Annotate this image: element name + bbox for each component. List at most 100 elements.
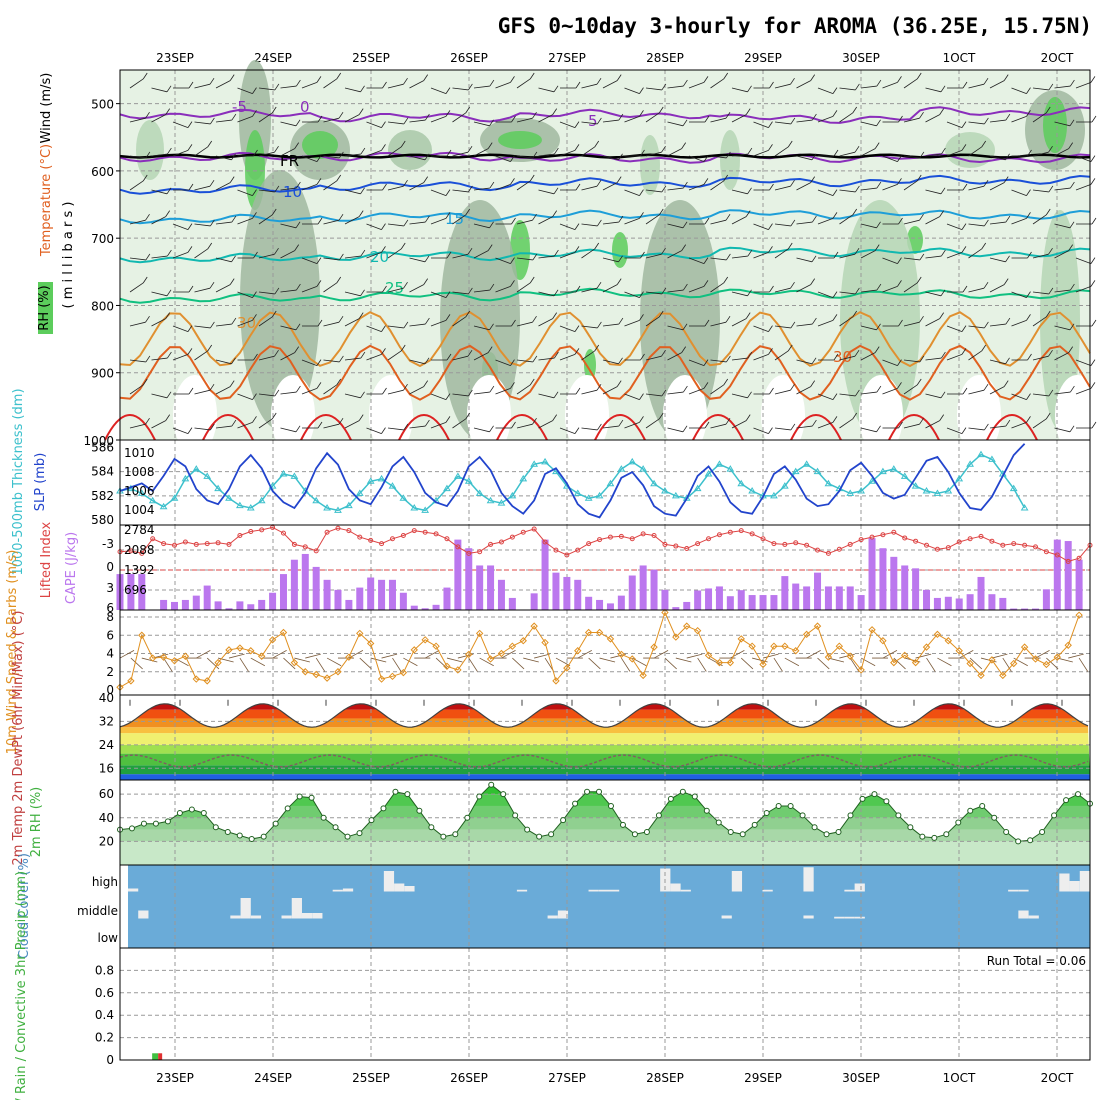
wind-barb xyxy=(968,185,985,191)
wind-barb-flag xyxy=(187,121,193,128)
middle-cloud-bar xyxy=(230,915,241,919)
wind-barb-flag xyxy=(661,83,667,91)
wind-barb-flag xyxy=(787,140,793,148)
wind-barb xyxy=(989,284,1005,293)
wind-barb xyxy=(495,183,511,191)
wind-barb xyxy=(925,114,940,123)
wind-barb-flag xyxy=(425,215,430,223)
wind-barb-flag xyxy=(165,108,171,115)
wind-barb-flag xyxy=(252,416,257,423)
temp-band xyxy=(120,765,1090,775)
wind-marker xyxy=(203,677,211,685)
temp-tick: 24 xyxy=(99,738,114,752)
wind-barb xyxy=(387,121,404,125)
wind-barb xyxy=(710,257,727,261)
wind-barb-flag xyxy=(639,110,644,117)
wind-barb xyxy=(237,319,253,327)
wind-barb-flag xyxy=(403,281,408,289)
surface-barb xyxy=(969,657,983,670)
wind-marker xyxy=(966,659,974,668)
wind-barb-flag xyxy=(916,174,922,182)
wind-barb-flag xyxy=(229,176,235,183)
date-label-top: 28SEP xyxy=(646,51,684,65)
li-marker xyxy=(302,544,308,550)
thickness-marker xyxy=(617,465,626,472)
date-label-top: 23SEP xyxy=(156,51,194,65)
wind-barb-flag xyxy=(1070,283,1075,291)
warm-core xyxy=(663,375,707,455)
rh-marker xyxy=(464,814,471,821)
wind-barb xyxy=(796,386,811,395)
wind-barb xyxy=(194,389,211,395)
wind-barb xyxy=(1032,87,1049,91)
li-marker xyxy=(738,528,744,534)
wind-barb xyxy=(366,325,382,333)
cape-bar xyxy=(454,539,462,610)
wind-barb-flag xyxy=(725,213,731,221)
wind-barb-flag xyxy=(1003,176,1009,183)
wind-barb-flag xyxy=(1091,421,1097,429)
wind-barb-flag xyxy=(1005,113,1011,121)
cape-bar xyxy=(432,604,440,610)
wind-barb-flag xyxy=(961,144,967,151)
isotherm-label: 15 xyxy=(445,210,464,228)
wind-barb xyxy=(581,325,598,329)
wind-barb-flag xyxy=(1026,314,1031,321)
surface-barb xyxy=(697,657,707,672)
wind-barb-flag xyxy=(575,387,581,395)
wind-barb-flag xyxy=(338,213,344,221)
wind-barb xyxy=(796,425,813,429)
wind-barb-flag xyxy=(400,242,406,250)
wind-barb-flag xyxy=(832,314,838,321)
wind-barb xyxy=(215,155,232,161)
wind-barb-flag xyxy=(423,278,429,285)
li-marker xyxy=(1000,542,1006,548)
wind-barb xyxy=(688,285,705,293)
thickness-marker xyxy=(388,482,397,489)
wind-barb-flag xyxy=(210,117,215,125)
wind-marker xyxy=(617,650,626,659)
cape-bar xyxy=(748,595,756,610)
wind-barb xyxy=(753,427,769,435)
wind-barb-flag xyxy=(574,348,580,355)
wind-barb xyxy=(516,423,533,429)
rh-marker xyxy=(212,824,219,831)
wind-barb-flag xyxy=(207,344,213,352)
li-marker xyxy=(444,536,450,542)
thickness-marker xyxy=(323,504,331,511)
wind-barb-flag xyxy=(489,79,495,87)
wind-barb xyxy=(667,289,684,293)
rh-marker xyxy=(404,791,411,798)
wind-barb xyxy=(624,421,640,429)
wind-barb xyxy=(624,115,640,123)
thickness-marker xyxy=(497,499,506,506)
wind-marker xyxy=(628,655,636,663)
cape-bar xyxy=(410,605,418,610)
wind-barb-flag xyxy=(1090,257,1096,264)
wind-barb xyxy=(989,119,1006,123)
wind-barb-flag xyxy=(940,85,946,93)
wind-barb xyxy=(860,427,877,433)
wind-barb-flag xyxy=(1027,149,1032,157)
wind-barb xyxy=(280,148,295,157)
wind-barb xyxy=(946,121,963,129)
wind-barb-flag xyxy=(726,151,731,159)
wind-marker xyxy=(192,675,200,683)
thickness-marker xyxy=(628,457,637,465)
wind-barb xyxy=(925,189,942,195)
wind-barb xyxy=(839,151,856,157)
rh-tick: 40 xyxy=(99,811,114,825)
wind-barb-flag xyxy=(446,149,452,157)
li-marker xyxy=(989,538,995,544)
wind-barb-flag xyxy=(681,346,687,353)
wind-barb-flag xyxy=(832,189,838,196)
wind-barb xyxy=(946,427,963,435)
cloud-layer-label: middle xyxy=(77,904,118,918)
wind-marker xyxy=(726,658,735,667)
wind-marker xyxy=(846,652,854,660)
wind-barb xyxy=(624,393,640,401)
wind-marker xyxy=(530,622,538,630)
surface-barb xyxy=(119,650,135,659)
wind-marker xyxy=(661,608,669,617)
slp-tick: 1010 xyxy=(124,446,155,460)
